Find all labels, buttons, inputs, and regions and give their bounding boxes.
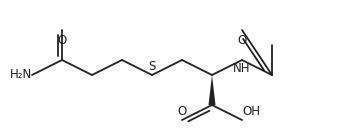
Polygon shape: [209, 75, 216, 105]
Text: O: O: [177, 105, 187, 118]
Text: OH: OH: [242, 105, 260, 118]
Text: H₂N: H₂N: [10, 68, 32, 82]
Text: NH: NH: [233, 62, 251, 75]
Text: S: S: [148, 60, 156, 73]
Text: O: O: [57, 34, 67, 47]
Text: O: O: [237, 34, 247, 47]
